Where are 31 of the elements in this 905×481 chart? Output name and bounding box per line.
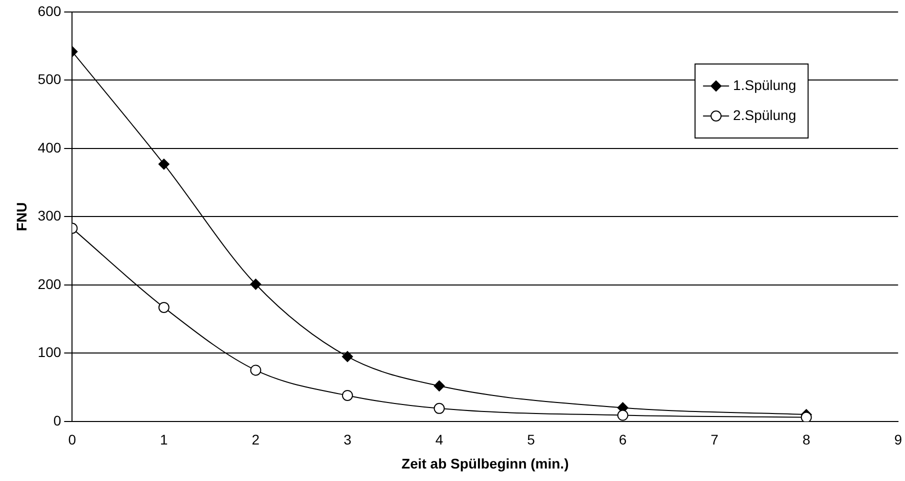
point [800, 412, 812, 422]
point [434, 402, 445, 414]
legend-label: 2.Spülung [733, 106, 796, 123]
y-axis-title: FNU [13, 202, 30, 232]
x-tick-label: 3 [344, 432, 352, 448]
point [434, 380, 445, 392]
x-axis-title: Zeit ab Spülbeginn (min.) [402, 455, 569, 472]
point [250, 364, 262, 376]
x-tick-label: 1 [160, 432, 168, 448]
y-tick-label: 100 [38, 344, 62, 360]
x-tick-label: 8 [802, 432, 810, 448]
point [250, 278, 262, 290]
y-tick-label: 400 [38, 139, 62, 156]
point [342, 390, 353, 401]
x-tick-label: 6 [618, 432, 627, 448]
x-tick-label: 5 [527, 432, 536, 448]
legend-label: 1.Spülung [733, 76, 796, 93]
x-tick-label: 7 [710, 432, 719, 448]
y-tick-label: 200 [38, 276, 62, 292]
x-tick-label: 2 [252, 432, 260, 448]
y-tick-label: 500 [38, 71, 62, 88]
point [342, 351, 353, 362]
point [158, 158, 170, 170]
x-tick-label: 9 [894, 432, 902, 448]
y-tick-label: 600 [38, 2, 62, 19]
point [617, 410, 628, 421]
x-tick-label: 4 [435, 432, 444, 448]
y-tick-label: 300 [38, 208, 62, 224]
x-tick-label: 0 [68, 432, 76, 448]
y-tick-label: 0 [53, 412, 62, 428]
point [158, 302, 170, 313]
